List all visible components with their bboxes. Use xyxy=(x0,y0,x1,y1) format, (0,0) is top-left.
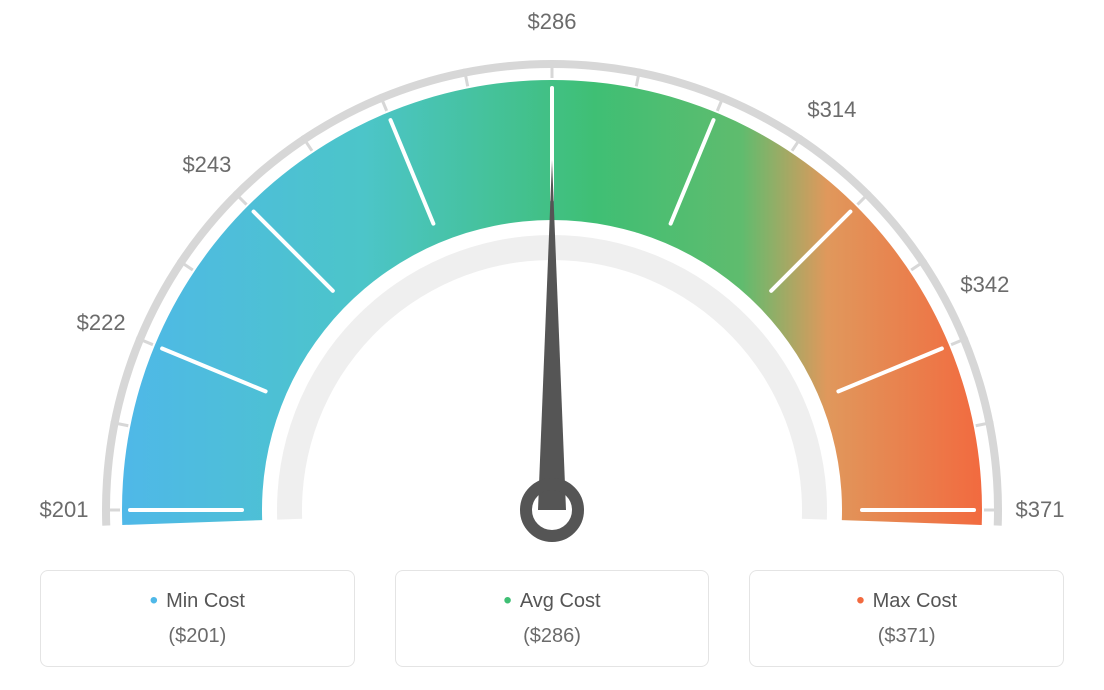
legend-min-title: Min Cost xyxy=(41,587,354,615)
legend-row: Min Cost ($201) Avg Cost ($286) Max Cost… xyxy=(0,570,1104,667)
gauge-svg xyxy=(0,0,1104,560)
legend-max-card: Max Cost ($371) xyxy=(749,570,1064,667)
legend-max-value: ($371) xyxy=(750,625,1063,648)
scale-label: $314 xyxy=(807,97,856,123)
legend-max-title: Max Cost xyxy=(750,587,1063,615)
scale-label: $286 xyxy=(528,9,577,35)
legend-avg-value: ($286) xyxy=(396,625,709,648)
scale-label: $222 xyxy=(77,310,126,336)
legend-avg-card: Avg Cost ($286) xyxy=(395,570,710,667)
scale-label: $342 xyxy=(960,272,1009,298)
scale-label: $371 xyxy=(1016,497,1065,523)
scale-label: $201 xyxy=(40,497,89,523)
legend-min-card: Min Cost ($201) xyxy=(40,570,355,667)
legend-min-value: ($201) xyxy=(41,625,354,648)
legend-avg-title: Avg Cost xyxy=(396,587,709,615)
scale-label: $243 xyxy=(182,152,231,178)
gauge-chart: $201 $222 $243 $286 $314 $342 $371 xyxy=(0,0,1104,560)
